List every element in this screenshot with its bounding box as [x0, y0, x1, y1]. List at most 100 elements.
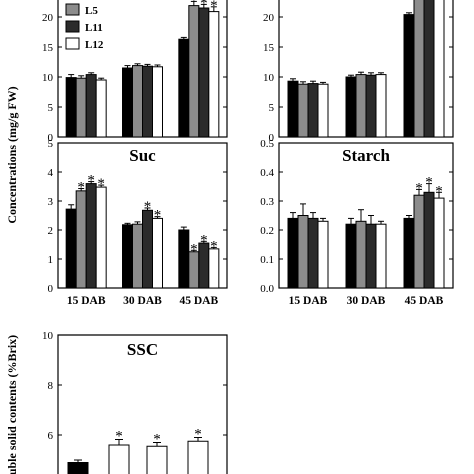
y-tick-label: 20 [263, 12, 275, 24]
bar [413, 0, 425, 138]
y-tick-label: 0 [269, 132, 275, 144]
significance-star: * [87, 173, 95, 189]
y-tick-label: 2 [48, 225, 54, 237]
bar [433, 197, 445, 289]
y-tick-label: 1 [48, 254, 54, 266]
bar [345, 223, 357, 289]
bar [307, 83, 319, 138]
bar [65, 77, 77, 138]
bar [198, 7, 210, 138]
y-tick-label: 10 [42, 330, 54, 342]
y-tick-label: 0.2 [260, 225, 274, 237]
y-tick-label: 4 [48, 167, 54, 179]
bar [375, 223, 387, 289]
y-tick-label: 0.5 [260, 138, 274, 150]
y-tick-label: 0 [48, 283, 54, 295]
bar [355, 220, 367, 289]
legend-label: L5 [85, 5, 98, 17]
bar [95, 186, 107, 289]
y-tick-label: 10 [42, 72, 54, 84]
bar [433, 0, 445, 138]
bar [297, 83, 309, 138]
y-tick-label: 0.3 [260, 196, 274, 208]
significance-star: * [153, 432, 161, 448]
legend-swatch [65, 20, 80, 33]
significance-star: * [200, 232, 208, 248]
x-category-label: 30 DAB [123, 295, 162, 307]
significance-star: * [97, 176, 105, 192]
bar [423, 191, 435, 289]
y-tick-label: 10 [263, 72, 275, 84]
significance-star: * [115, 429, 123, 445]
x-category-label: 30 DAB [347, 295, 386, 307]
bar [152, 217, 163, 289]
bar [132, 223, 143, 289]
y-tick-label: 20 [42, 12, 54, 24]
significance-star: * [200, 0, 208, 11]
bar [287, 80, 299, 138]
bar [178, 229, 190, 289]
legend-swatch [65, 37, 80, 50]
bar [413, 194, 425, 289]
bar [403, 217, 415, 289]
y-tick-label: 15 [42, 42, 54, 54]
bar [67, 462, 89, 474]
bar [423, 0, 435, 138]
bar [152, 66, 163, 138]
bar [85, 183, 97, 289]
bar [178, 38, 190, 138]
bar [95, 79, 107, 138]
y-tick-label: 5 [48, 138, 54, 150]
y-tick-label: 5 [269, 102, 275, 114]
bar [146, 445, 168, 474]
panel-ssc: 6 8 10 SSC * * * [42, 330, 228, 474]
significance-star: * [210, 0, 218, 14]
bar [317, 83, 329, 138]
bar [208, 11, 220, 138]
panel-title: SSC [127, 340, 158, 359]
panel-title: Starch [342, 146, 390, 165]
y-tick-label: 6 [48, 430, 54, 442]
bar [75, 77, 87, 138]
x-category-label: 15 DAB [289, 295, 328, 307]
y-tick-label: 0.0 [260, 283, 274, 295]
bar [317, 220, 329, 289]
bar [108, 444, 130, 474]
significance-star: * [190, 0, 198, 8]
significance-star: * [435, 0, 443, 3]
bar [365, 74, 377, 138]
y-axis-label-concentrations: Concentrations (mg/g FW) [5, 86, 19, 223]
bar [403, 14, 415, 138]
plot-frame [57, 334, 228, 474]
significance-star: * [154, 208, 162, 224]
bar [355, 74, 367, 138]
y-tick-label: 8 [48, 380, 54, 392]
bar [142, 65, 153, 138]
y-tick-label: 15 [263, 42, 275, 54]
legend-label: L11 [85, 22, 103, 34]
significance-star: * [190, 241, 198, 257]
significance-star: * [415, 180, 423, 196]
legend-swatch [65, 3, 80, 16]
significance-star: * [435, 183, 443, 199]
bar [307, 217, 319, 289]
bar [122, 224, 133, 289]
bar [142, 209, 153, 289]
y-tick-label: 0 [48, 132, 54, 144]
bar [297, 215, 309, 289]
panel-title: Suc [129, 146, 156, 165]
bar [188, 5, 200, 138]
bar [375, 74, 387, 138]
bar [75, 190, 87, 289]
significance-star: * [77, 180, 85, 196]
significance-star: * [194, 427, 202, 443]
bar [198, 242, 210, 289]
y-tick-label: 3 [48, 196, 54, 208]
legend: L5 L11 L12 [65, 3, 104, 51]
y-axis-label-soluble-solids: uble solid contents (%Brix) [5, 335, 19, 474]
y-tick-label: 5 [48, 102, 54, 114]
